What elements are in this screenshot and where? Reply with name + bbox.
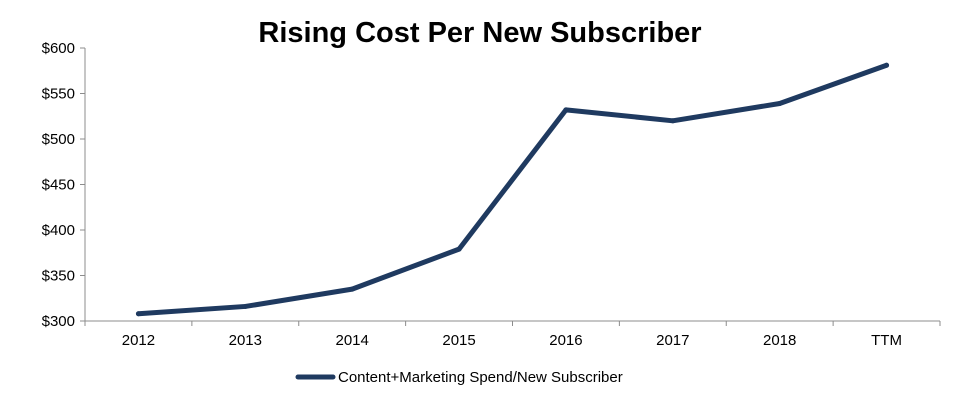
y-tick-label: $400 xyxy=(42,222,75,239)
y-tick-label: $300 xyxy=(42,313,75,330)
x-tick-label: TTM xyxy=(871,332,902,349)
x-tick-label: 2013 xyxy=(229,332,262,349)
legend: Content+Marketing Spend/New Subscriber xyxy=(295,369,623,386)
data-point xyxy=(777,101,783,107)
x-axis: 2012 2013 2014 2015 2016 2017 2018 TTM xyxy=(84,320,941,349)
x-tick-label: 2016 xyxy=(549,332,582,349)
series-line xyxy=(135,62,890,317)
y-tick-label: $550 xyxy=(42,86,75,103)
x-tick-label: 2017 xyxy=(656,332,689,349)
data-point xyxy=(135,311,141,317)
y-axis: $300 $350 $400 $450 $500 $550 $600 xyxy=(42,40,86,330)
y-tick-label: $600 xyxy=(42,40,75,57)
series-lines xyxy=(135,62,890,317)
y-tick-label: $500 xyxy=(42,131,75,148)
data-point xyxy=(670,118,676,124)
x-tick-label: 2018 xyxy=(763,332,796,349)
x-tick-label: 2014 xyxy=(336,332,369,349)
data-point xyxy=(563,107,569,113)
chart-title: Rising Cost Per New Subscriber xyxy=(258,17,701,49)
y-tick-label: $350 xyxy=(42,268,75,285)
data-point xyxy=(349,286,355,292)
y-tick-label: $450 xyxy=(42,177,75,194)
data-point xyxy=(884,62,890,68)
legend-label: Content+Marketing Spend/New Subscriber xyxy=(338,369,623,386)
data-point xyxy=(456,246,462,252)
x-tick-label: 2012 xyxy=(122,332,155,349)
data-point xyxy=(242,303,248,309)
x-tick-label: 2015 xyxy=(442,332,475,349)
